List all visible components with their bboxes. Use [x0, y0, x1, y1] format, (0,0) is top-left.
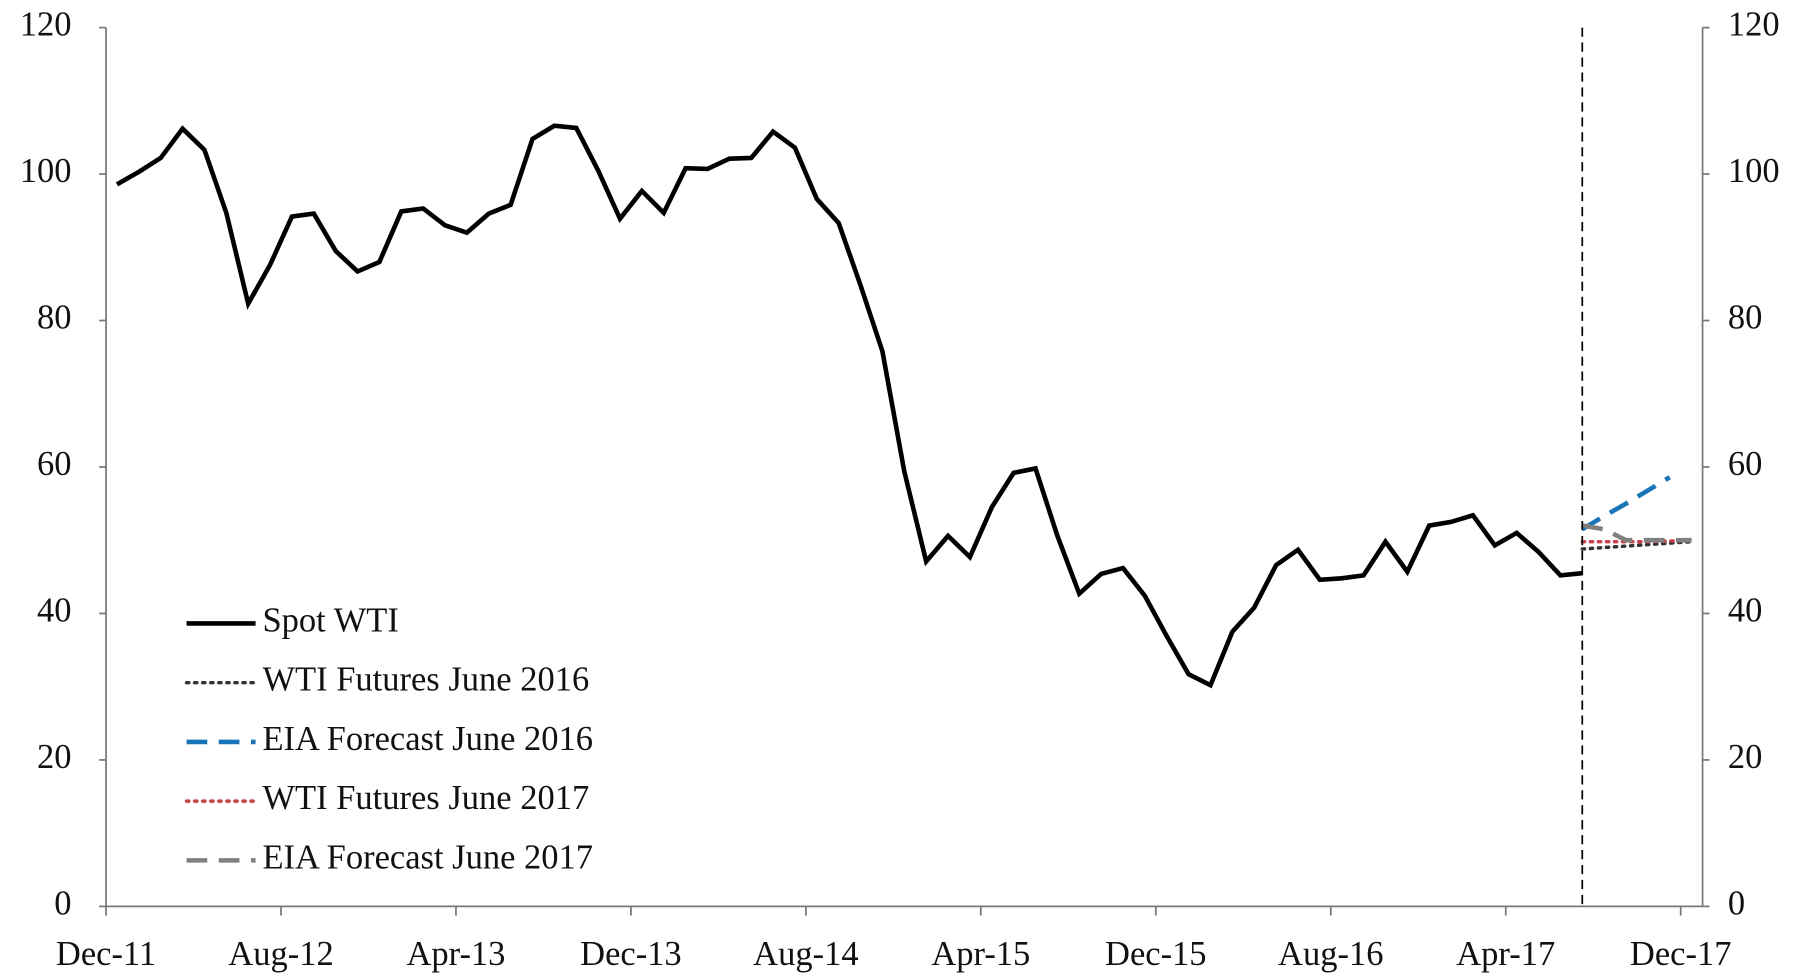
x-tick-label: Dec-15: [1105, 935, 1207, 973]
y-tick-label: 60: [37, 445, 72, 483]
y2-tick-label: 80: [1728, 298, 1763, 336]
y-tick-label: 20: [37, 738, 72, 776]
x-tick-label: Aug-14: [753, 935, 858, 973]
y-tick-label: 100: [20, 152, 72, 190]
series-line: [1580, 539, 1694, 544]
legend-label: WTI Futures June 2016: [262, 661, 589, 699]
series-line: [1581, 523, 1692, 543]
y2-tick-label: 20: [1728, 738, 1763, 776]
y2-tick-label: 120: [1728, 6, 1780, 44]
y-tick-label: 0: [54, 884, 71, 922]
x-tick-label: Dec-13: [580, 935, 682, 973]
series-line: [1580, 539, 1694, 551]
legend-label: EIA Forecast June 2017: [262, 838, 593, 876]
y2-tick-label: 0: [1728, 884, 1745, 922]
y-tick-label: 40: [37, 591, 72, 629]
legend-label: Spot WTI: [262, 601, 398, 639]
x-tick-label: Dec-17: [1630, 935, 1732, 973]
y2-tick-label: 100: [1728, 152, 1780, 190]
x-tick-label: Apr-13: [406, 935, 505, 973]
legend-label: EIA Forecast June 2016: [262, 720, 593, 758]
series-line: [1581, 475, 1671, 532]
x-tick-label: Apr-17: [1456, 935, 1555, 973]
x-tick-label: Apr-15: [931, 935, 1030, 973]
x-tick-label: Dec-11: [56, 935, 156, 973]
legend-label: WTI Futures June 2017: [262, 779, 589, 817]
x-tick-label: Aug-16: [1278, 935, 1383, 973]
series-line: [115, 123, 1583, 689]
y2-tick-label: 60: [1728, 445, 1763, 483]
y-tick-label: 120: [20, 6, 72, 44]
y-tick-label: 80: [37, 298, 72, 336]
y2-tick-label: 40: [1728, 591, 1763, 629]
x-tick-label: Aug-12: [228, 935, 333, 973]
